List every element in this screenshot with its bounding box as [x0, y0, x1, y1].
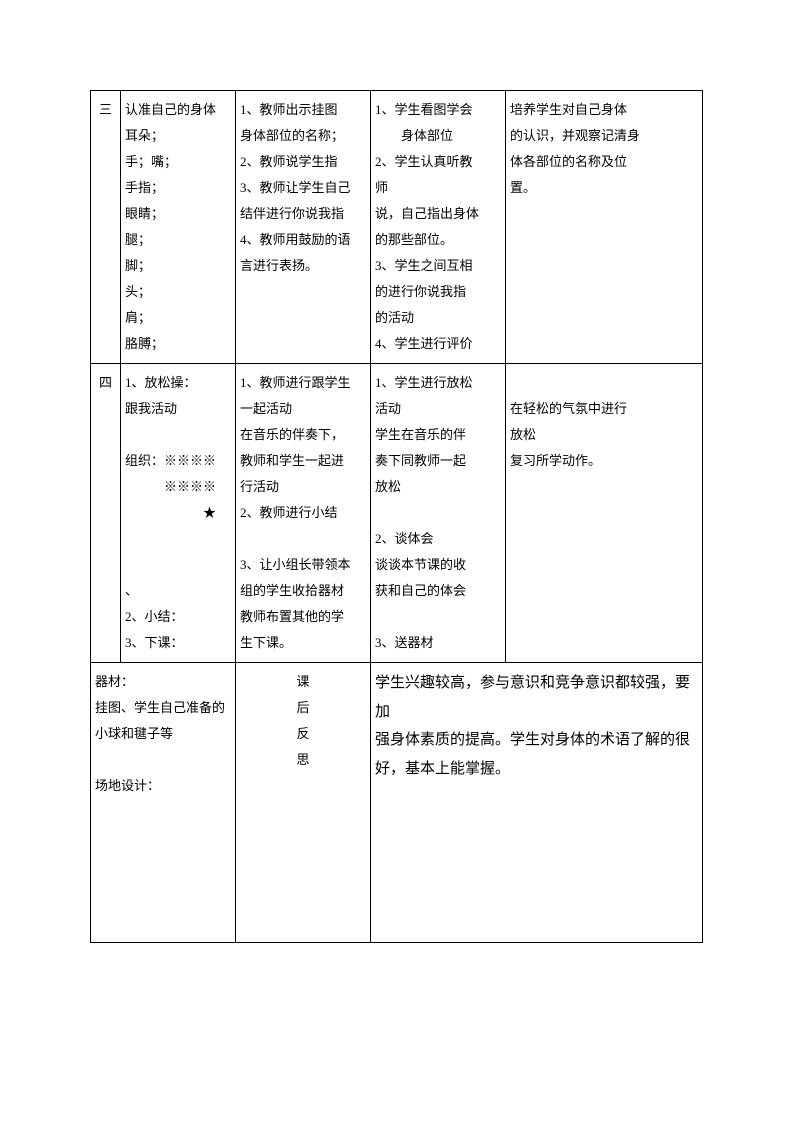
- section-number: 四: [91, 364, 121, 663]
- student-activity-cell: 1、学生进行放松 活动 学生在音乐的伴 奏下同教师一起 放松 2、谈体会 谈谈本…: [371, 364, 506, 663]
- teacher-activity-cell: 1、教师出示挂图 身体部位的名称； 2、教师说学生指 3、教师让学生自己 结伴进…: [236, 91, 371, 364]
- equipment-cell: 器材： 挂图、学生自己准备的 小球和毽子等 场地设计：: [91, 663, 236, 943]
- lesson-plan-table: 三 认准自己的身体 耳朵； 手；嘴； 手指； 眼睛； 腿； 脚； 头； 肩； 胳…: [90, 90, 703, 943]
- goal-cell: 在轻松的气氛中进行 放松 复习所学动作。: [506, 364, 703, 663]
- table-row: 四 1、放松操： 跟我活动 组织：※※※※ ※※※※ ★ 、 2、小结： 3、下…: [91, 364, 703, 663]
- content-cell: 1、放松操： 跟我活动 组织：※※※※ ※※※※ ★ 、 2、小结： 3、下课：: [121, 364, 236, 663]
- reflection-label: 课 后 反 思: [236, 663, 371, 943]
- goal-cell: 培养学生对自己身体 的认识，并观察记清身 体各部位的名称及位 置。: [506, 91, 703, 364]
- teacher-activity-cell: 1、教师进行跟学生 一起活动 在音乐的伴奏下， 教师和学生一起进 行活动 2、教…: [236, 364, 371, 663]
- student-activity-cell: 1、学生看图学会 身体部位 2、学生认真听教 师 说，自己指出身体 的那些部位。…: [371, 91, 506, 364]
- table-row: 三 认准自己的身体 耳朵； 手；嘴； 手指； 眼睛； 腿； 脚； 头； 肩； 胳…: [91, 91, 703, 364]
- reflection-content: 学生兴趣较高，参与意识和竞争意识都较强，要加 强身体素质的提高。学生对身体的术语…: [371, 663, 703, 943]
- section-number: 三: [91, 91, 121, 364]
- table-row: 器材： 挂图、学生自己准备的 小球和毽子等 场地设计： 课 后 反 思 学生兴趣…: [91, 663, 703, 943]
- content-cell: 认准自己的身体 耳朵； 手；嘴； 手指； 眼睛； 腿； 脚； 头； 肩； 胳膊；: [121, 91, 236, 364]
